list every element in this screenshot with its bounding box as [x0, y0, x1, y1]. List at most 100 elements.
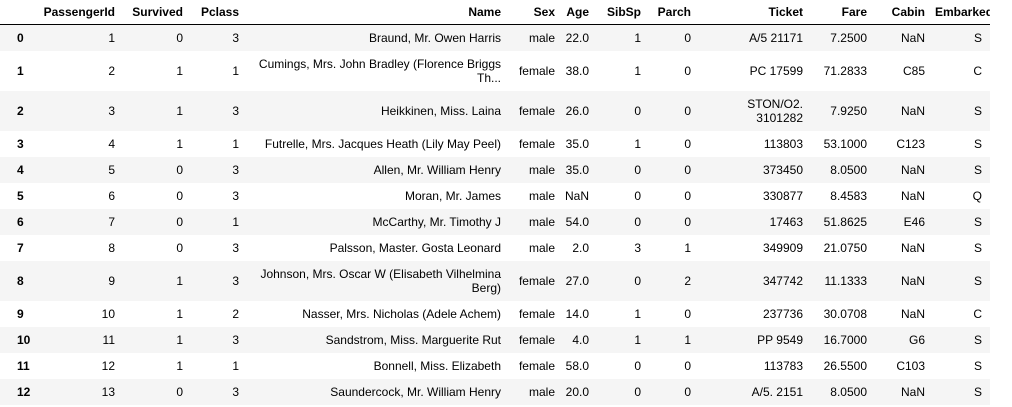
- cell-survived: 1: [176, 332, 183, 347]
- cell-survived: 1: [176, 63, 183, 78]
- cell-parch: 0: [684, 136, 691, 151]
- cell-parch: 0: [684, 358, 691, 373]
- cell-fare: 71.2833: [823, 63, 867, 78]
- cell-survived: 0: [176, 188, 183, 203]
- cell-sex: female: [518, 63, 555, 78]
- cell-sex: female: [518, 332, 555, 347]
- cell-pclass: 3: [232, 162, 239, 177]
- column-header-ticket: Ticket: [697, 0, 809, 25]
- cell-survived: 1: [176, 103, 183, 118]
- cell-name: McCarthy, Mr. Timothy J: [372, 214, 501, 229]
- cell-fare: 11.1333: [824, 273, 868, 288]
- cell-pclass: 1: [232, 358, 239, 373]
- cell-cabin: NaN: [900, 273, 925, 288]
- cell-passengerid: 8: [108, 240, 115, 255]
- cell-cabin: NaN: [900, 384, 925, 399]
- cell-age: NaN: [565, 188, 590, 203]
- dataframe-table: PassengerId Survived Pclass Name Sex Age…: [0, 0, 990, 405]
- cell-sibsp: 1: [634, 30, 641, 45]
- cell-parch: 0: [684, 188, 691, 203]
- cell-embarked: S: [973, 358, 982, 373]
- cell-fare: 21.0750: [823, 240, 867, 255]
- cell-survived: 1: [176, 306, 183, 321]
- cell-ticket: 17463: [769, 214, 803, 229]
- cell-sex: female: [518, 136, 555, 151]
- row-index: 12: [17, 384, 31, 399]
- cell-sibsp: 0: [634, 358, 641, 373]
- cell-survived: 1: [176, 273, 183, 288]
- cell-parch: 0: [684, 30, 691, 45]
- cell-pclass: 3: [232, 30, 239, 45]
- table-row: 9 10 1 2 Nasser, Mrs. Nicholas (Adele Ac…: [0, 301, 990, 327]
- cell-passengerid: 5: [108, 162, 115, 177]
- cell-sex: female: [518, 358, 555, 373]
- cell-cabin: NaN: [900, 30, 925, 45]
- cell-name: Bonnell, Miss. Elizabeth: [373, 358, 501, 373]
- cell-parch: 0: [684, 162, 691, 177]
- cell-sibsp: 0: [634, 188, 641, 203]
- row-index: 4: [17, 162, 24, 177]
- cell-sex: female: [518, 273, 555, 288]
- cell-parch: 1: [684, 332, 691, 347]
- table-row: 3 4 1 1 Futrelle, Mrs. Jacques Heath (Li…: [0, 131, 990, 157]
- column-header-parch: Parch: [647, 0, 697, 25]
- row-index: 11: [17, 358, 30, 373]
- cell-embarked: S: [973, 332, 982, 347]
- index-header: [0, 0, 38, 25]
- cell-ticket: PC 17599: [749, 63, 803, 78]
- cell-age: 22.0: [565, 30, 589, 45]
- cell-pclass: 3: [232, 240, 239, 255]
- row-index: 1: [17, 63, 24, 78]
- row-index: 2: [17, 103, 24, 118]
- cell-cabin: E46: [903, 214, 925, 229]
- cell-cabin: NaN: [900, 188, 925, 203]
- cell-pclass: 1: [232, 63, 239, 78]
- cell-embarked: S: [973, 240, 982, 255]
- cell-passengerid: 4: [108, 136, 115, 151]
- table-row: 12 13 0 3 Saundercock, Mr. William Henry…: [0, 378, 990, 405]
- cell-name: Cumings, Mrs. John Bradley (Florence Bri…: [258, 56, 501, 85]
- cell-age: 4.0: [572, 332, 589, 347]
- cell-survived: 1: [176, 358, 183, 373]
- cell-passengerid: 11: [102, 332, 115, 347]
- cell-embarked: S: [973, 214, 982, 229]
- column-header-age: Age: [561, 0, 595, 25]
- cell-sibsp: 1: [634, 306, 641, 321]
- cell-pclass: 3: [232, 332, 239, 347]
- table-row: 2 3 1 3 Heikkinen, Miss. Laina female 26…: [0, 90, 990, 131]
- cell-cabin: NaN: [900, 103, 925, 118]
- table-row: 7 8 0 3 Palsson, Master. Gosta Leonard m…: [0, 235, 990, 261]
- cell-age: 35.0: [565, 162, 589, 177]
- cell-sibsp: 1: [634, 136, 641, 151]
- table-row: 0 1 0 3 Braund, Mr. Owen Harris male 22.…: [0, 24, 990, 51]
- cell-cabin: C103: [896, 358, 925, 373]
- cell-survived: 0: [176, 214, 183, 229]
- cell-passengerid: 12: [101, 358, 115, 373]
- column-header-embarked: Embarked: [931, 0, 990, 25]
- cell-name: Moran, Mr. James: [404, 188, 501, 203]
- column-header-name: Name: [245, 0, 507, 25]
- cell-parch: 0: [684, 103, 691, 118]
- cell-cabin: NaN: [900, 306, 925, 321]
- cell-sex: female: [518, 306, 555, 321]
- cell-fare: 30.0708: [823, 306, 867, 321]
- cell-passengerid: 1: [108, 30, 115, 45]
- row-index: 9: [17, 306, 24, 321]
- cell-age: 14.0: [565, 306, 589, 321]
- cell-survived: 0: [176, 162, 183, 177]
- cell-survived: 0: [176, 240, 183, 255]
- column-header-sex: Sex: [507, 0, 561, 25]
- cell-parch: 0: [684, 214, 691, 229]
- row-index: 8: [17, 273, 24, 288]
- cell-ticket: A/5. 2151: [751, 384, 803, 399]
- cell-sex: male: [528, 188, 555, 203]
- cell-name: Futrelle, Mrs. Jacques Heath (Lily May P…: [264, 136, 501, 151]
- cell-ticket: A/5 21171: [749, 30, 803, 45]
- cell-sex: male: [528, 30, 555, 45]
- cell-name: Johnson, Mrs. Oscar W (Elisabeth Vilhelm…: [260, 266, 501, 295]
- cell-passengerid: 6: [108, 188, 115, 203]
- cell-embarked: S: [973, 103, 982, 118]
- table-row: 10 11 1 3 Sandstrom, Miss. Marguerite Ru…: [0, 326, 990, 353]
- cell-ticket: PP 9549: [757, 332, 803, 347]
